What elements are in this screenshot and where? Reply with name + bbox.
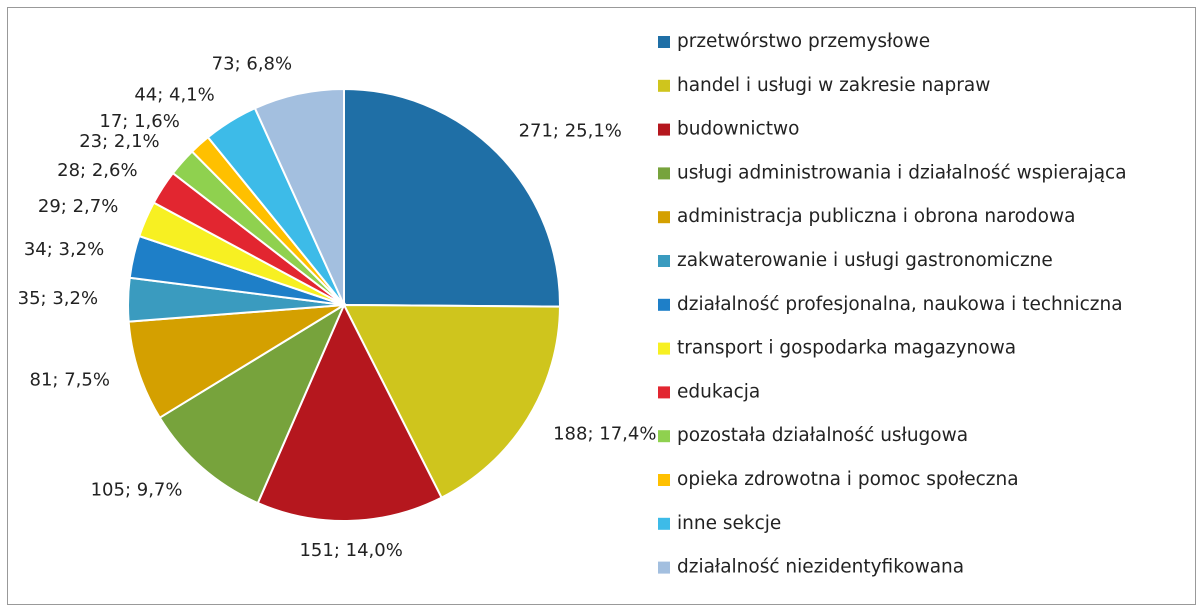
pie-slice — [343, 87, 561, 308]
legend-label: transport i gospodarka magazynowa — [677, 338, 1016, 359]
legend-swatch — [658, 474, 670, 486]
data-label: 23; 2,1% — [79, 131, 159, 152]
pie-slice — [342, 303, 562, 500]
legend-label: usługi administrowania i działalność wsp… — [677, 162, 1127, 183]
pie-slice — [158, 302, 347, 505]
legend-swatch — [658, 211, 670, 224]
data-label: 81; 7,5% — [30, 370, 110, 391]
legend-label: działalność profesjonalna, naukowa i tec… — [677, 294, 1123, 315]
data-label: 28; 2,6% — [57, 160, 137, 181]
legend-swatch — [658, 255, 670, 267]
legend-swatch — [658, 123, 670, 136]
legend-label: przetwórstwo przemysłowe — [677, 31, 930, 52]
legend-label: edukacja — [677, 381, 760, 402]
legend-swatch — [658, 342, 670, 355]
data-label: 151; 14,0% — [299, 540, 402, 561]
data-label: 34; 3,2% — [24, 239, 104, 260]
legend-label: zakwaterowanie i usługi gastronomiczne — [677, 250, 1053, 271]
legend-label: budownictwo — [677, 119, 799, 140]
legend-swatch — [658, 298, 670, 311]
pie-slice — [256, 302, 443, 522]
data-label: 29; 2,7% — [38, 196, 118, 217]
legend-swatch — [658, 517, 670, 530]
data-label: 188; 17,4% — [553, 424, 656, 445]
legend-label: opieka zdrowotna i pomoc społeczna — [677, 469, 1019, 490]
data-label: 17; 1,6% — [99, 111, 179, 132]
data-label: 35; 3,2% — [18, 288, 98, 309]
data-label: 44; 4,1% — [134, 85, 214, 106]
legend-label: handel i usługi w zakresie napraw — [677, 75, 990, 96]
legend-swatch — [658, 79, 670, 92]
legend-label: administracja publiczna i obrona narodow… — [677, 206, 1075, 227]
data-label: 271; 25,1% — [519, 121, 622, 142]
legend-swatch — [658, 386, 670, 399]
legend-label: inne sekcje — [677, 513, 781, 534]
pie-slice — [127, 304, 345, 420]
legend-swatch — [658, 167, 670, 180]
legend-swatch — [658, 430, 670, 443]
legend-swatch — [658, 36, 670, 48]
data-label: 73; 6,8% — [212, 54, 292, 75]
data-label: 105; 9,7% — [91, 480, 183, 501]
pie-slice — [253, 87, 345, 306]
legend-label: pozostała działalność usługowa — [677, 425, 968, 446]
legend-swatch — [658, 561, 670, 574]
legend-label: działalność niezidentyfikowana — [677, 557, 964, 578]
